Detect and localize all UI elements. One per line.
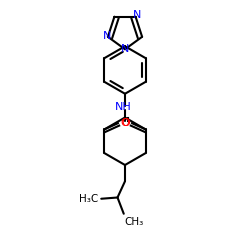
Text: N: N	[102, 30, 111, 40]
Text: H₃C: H₃C	[80, 194, 99, 204]
Text: N: N	[121, 44, 129, 54]
Text: O: O	[120, 118, 129, 128]
Text: O: O	[121, 118, 130, 128]
Text: CH₃: CH₃	[124, 217, 144, 227]
Text: N: N	[133, 10, 141, 20]
Text: NH: NH	[116, 102, 132, 113]
